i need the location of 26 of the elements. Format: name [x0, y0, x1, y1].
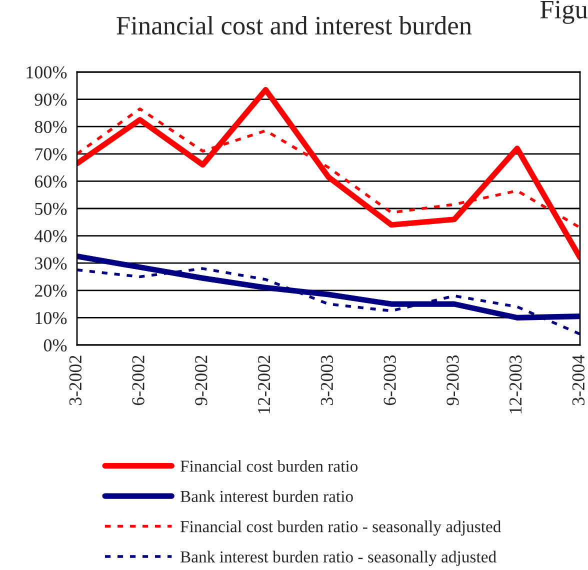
- y-tick-label: 50%: [35, 202, 67, 215]
- y-tick-label: 90%: [34, 94, 67, 106]
- legend-label: Financial cost burden ratio - seasonally adjusted: [180, 520, 502, 536]
- y-tick-label: 10%: [36, 312, 67, 324]
- x-tick-label: 3-2002: [69, 356, 82, 406]
- y-tick-label: 0%: [44, 339, 67, 352]
- y-tick-label: 70%: [35, 148, 67, 160]
- x-tick-label: 3-2004: [572, 355, 585, 406]
- legend-label: Bank interest burden ratio: [180, 490, 353, 502]
- y-tick-label: 60%: [34, 175, 67, 188]
- x-tick-label: 3-2003: [320, 355, 334, 406]
- x-tick-label: 12-2003: [509, 355, 522, 414]
- x-tick-label: 9-2002: [195, 356, 208, 406]
- x-tick-label: 6-2003: [384, 355, 396, 406]
- y-tick-label: 40%: [34, 230, 67, 242]
- y-tick-label: 30%: [35, 257, 67, 270]
- x-tick-label: 9-2003: [446, 355, 459, 406]
- chart-title: Financial cost and interest burden: [116, 16, 472, 35]
- x-tick-label: 12-2002: [258, 356, 270, 414]
- legend-label: Bank interest burden ratio - seasonally adjusted: [180, 550, 496, 566]
- legend-label: Financial cost burden ratio: [180, 460, 358, 472]
- y-tick-label: 80%: [34, 120, 67, 134]
- x-tick-label: 6-2002: [132, 356, 144, 406]
- text: Figu: [540, 0, 588, 24]
- y-tick-label: 100%: [26, 66, 67, 78]
- y-tick-label: 20%: [34, 284, 67, 297]
